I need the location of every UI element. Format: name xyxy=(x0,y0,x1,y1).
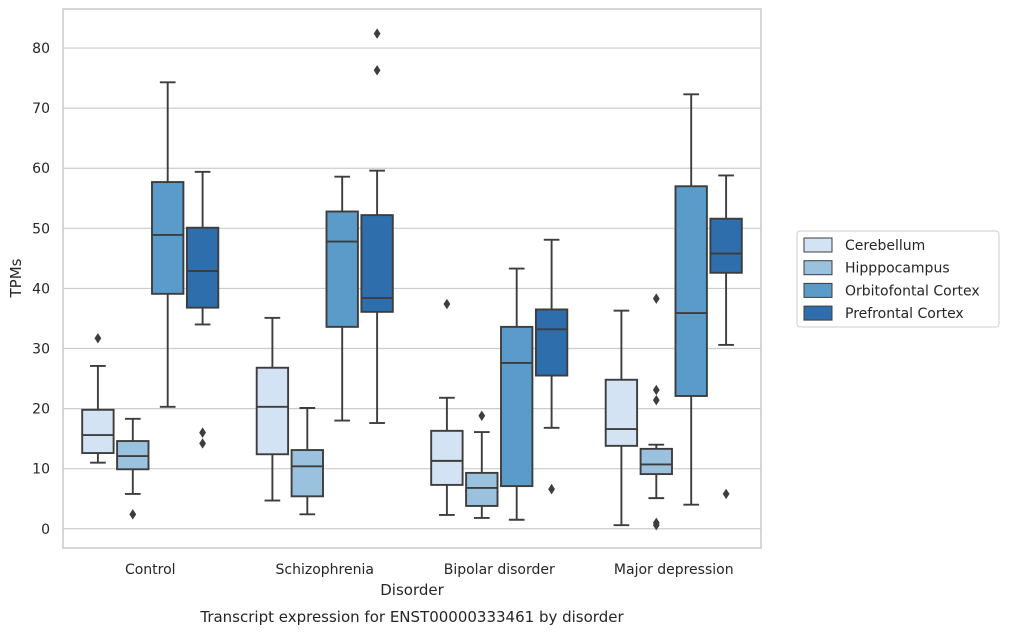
legend-swatch xyxy=(803,237,833,253)
box-hipppocampus xyxy=(290,407,324,516)
box-orbitofontal-cortex xyxy=(325,175,359,422)
legend-label: Orbitofontal Cortex xyxy=(845,283,980,299)
iqr-box xyxy=(360,214,394,313)
figure-caption: Transcript expression for ENST0000033346… xyxy=(199,608,624,626)
legend-label: Cerebellum xyxy=(845,238,925,254)
legend-swatch xyxy=(803,282,833,298)
y-tick-label: 70 xyxy=(32,101,50,117)
y-tick-label: 20 xyxy=(32,402,50,418)
outlier-point xyxy=(199,438,206,449)
outlier-point xyxy=(652,384,660,396)
iqr-box xyxy=(290,449,324,498)
y-axis-label: TPMs xyxy=(7,258,25,298)
box-orbitofontal-cortex xyxy=(500,267,534,521)
box-cerebellum xyxy=(430,298,464,516)
legend: Cerebellum Hipppocampus Orbitofontal Corte… xyxy=(796,230,1000,328)
boxes xyxy=(81,28,743,531)
x-tick-label: Control xyxy=(125,562,176,578)
outlier-point xyxy=(129,509,137,520)
outlier-point xyxy=(94,333,102,344)
iqr-box xyxy=(255,366,290,456)
legend-frame xyxy=(796,230,1000,328)
y-tick-label: 50 xyxy=(32,221,50,237)
box-cerebellum xyxy=(255,316,290,502)
box-cerebellum xyxy=(81,333,115,464)
iqr-box xyxy=(325,210,359,328)
box-prefrontal-cortex xyxy=(709,174,743,500)
y-tick-labels: 0 10 20 30 40 50 60 70 80 xyxy=(32,41,50,538)
y-tick-label: 30 xyxy=(32,342,50,358)
legend-swatch xyxy=(803,305,833,321)
iqr-box xyxy=(151,181,185,295)
outlier-point xyxy=(652,394,660,406)
box-cerebellum xyxy=(604,309,639,527)
outlier-point xyxy=(548,483,555,495)
iqr-box xyxy=(674,185,708,397)
x-tick-label: Bipolar disorder xyxy=(444,562,555,578)
y-tick-label: 10 xyxy=(32,462,50,478)
y-tick-label: 40 xyxy=(32,281,50,297)
x-tick-label: Major depression xyxy=(614,562,734,578)
box-hipppocampus xyxy=(639,293,673,531)
iqr-box xyxy=(185,226,220,309)
iqr-box xyxy=(639,447,673,476)
outlier-point xyxy=(478,410,486,422)
legend-label: Prefrontal Cortex xyxy=(845,306,964,322)
box-prefrontal-cortex xyxy=(360,28,394,424)
iqr-box xyxy=(534,308,569,377)
outlier-point xyxy=(652,519,660,531)
outlier-point xyxy=(373,65,381,76)
x-tick-label: Schizophrenia xyxy=(276,562,374,578)
outlier-point xyxy=(199,427,206,438)
box-orbitofontal-cortex xyxy=(674,93,708,506)
box-prefrontal-cortex xyxy=(185,170,220,449)
plot-frame xyxy=(62,8,762,549)
iqr-box xyxy=(465,471,499,507)
iqr-box xyxy=(604,378,639,447)
box-hipppocampus xyxy=(465,410,499,519)
iqr-box xyxy=(81,408,115,455)
outlier-point xyxy=(652,293,660,304)
legend-swatch xyxy=(803,260,833,276)
outlier-point xyxy=(722,488,730,500)
outlier-point xyxy=(373,28,381,39)
box-orbitofontal-cortex xyxy=(151,81,185,408)
iqr-box xyxy=(709,217,743,274)
y-tick-label: 60 xyxy=(32,161,50,177)
x-tick-labels: Control Schizophrenia Bipolar disorder Majo… xyxy=(125,562,734,578)
iqr-box xyxy=(430,429,464,486)
y-tick-label: 80 xyxy=(32,41,50,57)
outlier-point xyxy=(443,298,451,310)
x-axis-label: Disorder xyxy=(380,581,444,599)
iqr-box xyxy=(500,325,534,488)
legend-label: Hipppocampus xyxy=(845,261,950,277)
box-hipppocampus xyxy=(116,417,150,520)
y-tick-label: 0 xyxy=(41,522,50,538)
box-prefrontal-cortex xyxy=(534,238,569,495)
